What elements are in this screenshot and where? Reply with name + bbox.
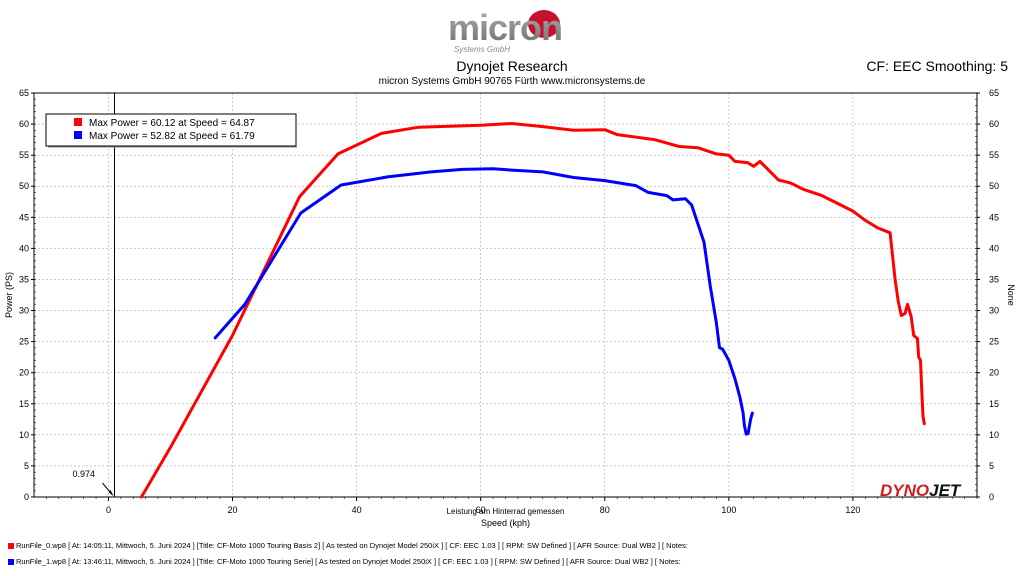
y-tick-label-right: 50: [989, 181, 999, 191]
y-tick-label-right: 65: [989, 88, 999, 98]
x-tick-label: 60: [476, 505, 486, 515]
dynojet-wordmark: DYNOJET: [880, 481, 962, 500]
legend-swatch: [74, 118, 82, 126]
x-tick-label: 100: [721, 505, 736, 515]
y-tick-label: 45: [19, 212, 29, 222]
y-tick-label-right: 0: [989, 492, 994, 502]
x-tick-label: 40: [352, 505, 362, 515]
correction-factor-label: CF: EEC Smoothing: 5: [866, 58, 1008, 74]
x-axis-subtitle: Leistung am Hinterrad gemessen: [447, 507, 565, 516]
y-tick-label-right: 55: [989, 150, 999, 160]
chart-subtitle: micron Systems GmbH 90765 Fürth www.micr…: [378, 76, 646, 87]
series-line-2: [213, 167, 754, 436]
run-color-mark: [8, 559, 14, 565]
run-file-text: RunFile_0.wp8 [ At: 14:05:11, Mittwoch, …: [16, 541, 688, 550]
y-tick-label-right: 15: [989, 399, 999, 409]
legend-entry: Max Power = 60.12 at Speed = 64.87: [89, 118, 255, 129]
y-tick-label-right: 20: [989, 368, 999, 378]
y-tick-label: 20: [19, 368, 29, 378]
series-lines: [139, 122, 926, 499]
axis-titles: Speed (kph) Leistung am Hinterrad gemesse…: [4, 272, 1016, 528]
x-tick-label: 20: [228, 505, 238, 515]
legend-entry: Max Power = 52.82 at Speed = 61.79: [89, 131, 255, 142]
x-tick-label: 0: [106, 505, 111, 515]
cursor: 0.974: [72, 93, 115, 497]
svg-text:micron: micron: [448, 7, 562, 48]
y-tick-label: 15: [19, 399, 29, 409]
y-tick-label-right: 60: [989, 119, 999, 129]
series-line-1: [139, 122, 926, 499]
run-color-mark: [8, 543, 14, 549]
legend-swatch: [74, 131, 82, 139]
y-tick-label: 40: [19, 243, 29, 253]
y-tick-label-right: 45: [989, 212, 999, 222]
y-tick-label: 55: [19, 150, 29, 160]
y-axis-title-right: None: [1006, 284, 1016, 306]
run-file-line-2: RunFile_1.wp8 [ At: 13:46:11, Mittwoch, …: [8, 557, 681, 566]
legend: Max Power = 60.12 at Speed = 64.87 Max Po…: [45, 113, 297, 148]
y-tick-label: 30: [19, 306, 29, 316]
y-tick-label: 0: [24, 492, 29, 502]
micron-logo: micron Systems GmbH: [448, 7, 563, 54]
y-tick-label: 65: [19, 88, 29, 98]
y-tick-label-right: 40: [989, 243, 999, 253]
y-tick-label-right: 35: [989, 274, 999, 284]
y-tick-label: 25: [19, 337, 29, 347]
run-file-text: RunFile_1.wp8 [ At: 13:46:11, Mittwoch, …: [16, 557, 681, 566]
y-axis-title: Power (PS): [4, 272, 14, 318]
run-file-line-1: RunFile_0.wp8 [ At: 14:05:11, Mittwoch, …: [8, 541, 688, 550]
legend-box: [45, 113, 297, 147]
y-tick-label: 35: [19, 274, 29, 284]
x-axis-title: Speed (kph): [481, 518, 530, 528]
x-tick-label: 80: [600, 505, 610, 515]
x-tick-label: 120: [845, 505, 860, 515]
y-tick-label-right: 5: [989, 461, 994, 471]
y-tick-label: 60: [19, 119, 29, 129]
y-tick-label-right: 30: [989, 306, 999, 316]
y-tick-label-right: 25: [989, 337, 999, 347]
svg-text:Systems GmbH: Systems GmbH: [454, 45, 510, 54]
y-tick-label: 10: [19, 430, 29, 440]
y-tick-label: 5: [24, 461, 29, 471]
dynojet-logo: DYNOJET: [880, 481, 962, 500]
y-tick-label-right: 10: [989, 430, 999, 440]
cursor-label: 0.974: [72, 469, 95, 479]
y-tick-label: 50: [19, 181, 29, 191]
chart-title: Dynojet Research: [456, 58, 568, 74]
cursor-arrowhead: [108, 490, 114, 496]
